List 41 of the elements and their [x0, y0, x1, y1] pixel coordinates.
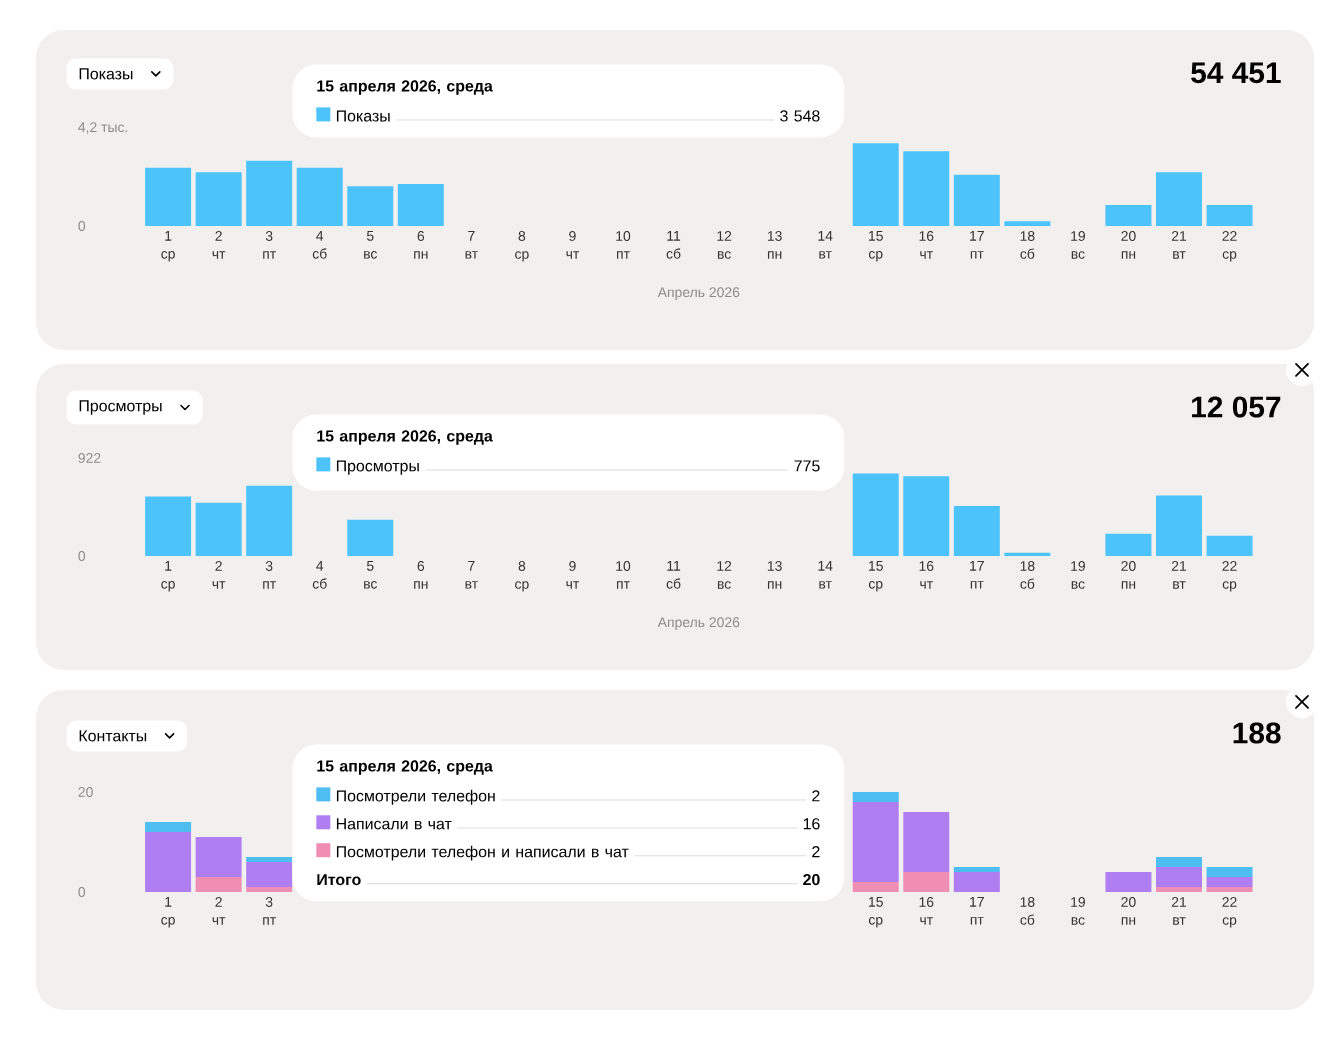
bar	[953, 174, 1000, 226]
bar	[1206, 204, 1253, 226]
bar	[246, 862, 293, 887]
bar	[903, 476, 950, 556]
bar	[1156, 495, 1202, 556]
bar	[852, 882, 899, 892]
bar	[145, 822, 192, 832]
bar	[1206, 877, 1253, 887]
bar	[347, 186, 394, 226]
bar	[1156, 172, 1202, 226]
bar	[145, 167, 192, 226]
bar	[145, 496, 192, 556]
bar	[347, 519, 394, 556]
bar	[852, 792, 899, 802]
bar	[903, 812, 950, 872]
bar	[903, 151, 950, 226]
bar	[195, 502, 242, 556]
bar	[852, 802, 899, 882]
bar	[1105, 872, 1152, 892]
text: 54 451	[1191, 62, 1281, 84]
bar	[195, 877, 242, 892]
bar	[852, 473, 899, 556]
bar	[1105, 204, 1152, 226]
text: 12 057	[1192, 396, 1281, 418]
bar	[852, 143, 899, 226]
bar	[1206, 867, 1253, 877]
bar	[1156, 857, 1202, 867]
bar	[246, 485, 293, 556]
text: 188	[1233, 722, 1281, 744]
bar	[296, 167, 343, 226]
bar	[145, 832, 192, 892]
bar	[953, 506, 1000, 556]
bar	[1156, 867, 1202, 887]
bar	[1105, 533, 1152, 556]
bar	[903, 872, 950, 892]
bar	[195, 837, 242, 877]
bar	[953, 872, 1000, 892]
bar	[1206, 535, 1253, 556]
bar	[246, 160, 293, 226]
bar	[195, 172, 242, 226]
bar	[397, 183, 444, 226]
